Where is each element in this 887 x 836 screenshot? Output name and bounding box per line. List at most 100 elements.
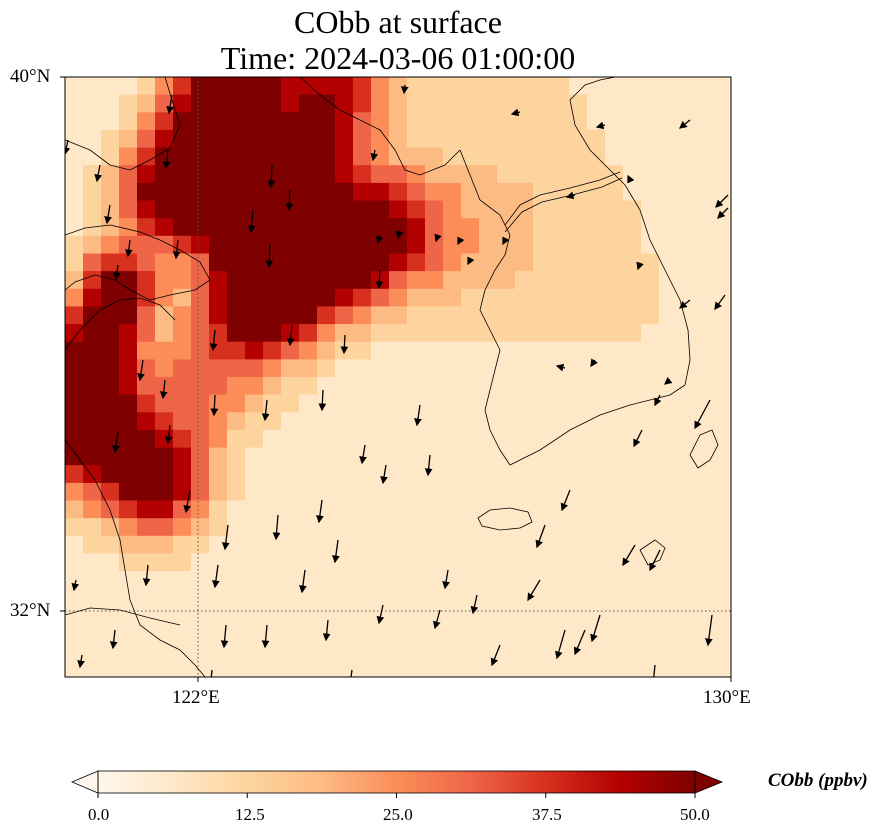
- field-cell: [605, 271, 624, 290]
- field-cell: [227, 518, 246, 537]
- field-cell: [137, 659, 156, 677]
- field-cell: [209, 624, 228, 643]
- field-cell: [371, 200, 390, 219]
- wind-arrow: [318, 389, 327, 412]
- field-cell: [263, 571, 282, 590]
- field-cell: [191, 641, 210, 660]
- field-cell: [587, 200, 606, 219]
- field-cell: [281, 200, 300, 219]
- field-cell: [641, 147, 660, 166]
- field-cell: [623, 624, 642, 643]
- field-cell: [713, 165, 731, 184]
- field-cell: [569, 200, 588, 219]
- field-cell: [155, 518, 174, 537]
- field-cell: [353, 94, 372, 113]
- field-cell: [389, 624, 408, 643]
- field-cell: [191, 465, 210, 484]
- field-cell: [515, 659, 534, 677]
- field-cell: [641, 253, 660, 272]
- field-cell: [443, 412, 462, 431]
- field-cell: [407, 147, 426, 166]
- field-cell: [299, 359, 318, 378]
- field-cell: [317, 482, 336, 502]
- field-cell: [353, 606, 372, 625]
- field-cell: [83, 359, 102, 378]
- field-cell: [245, 288, 264, 307]
- field-cell: [83, 147, 102, 166]
- lon-label-122: 122°E: [172, 687, 220, 708]
- field-cell: [191, 394, 210, 413]
- field-cell: [497, 129, 516, 149]
- field-cell: [155, 324, 174, 343]
- wind-arrow: [595, 121, 606, 130]
- field-cell: [263, 235, 282, 254]
- field-cell: [533, 94, 552, 113]
- field-cell: [65, 218, 84, 237]
- field-cell: [317, 394, 336, 413]
- field-cell: [497, 412, 516, 431]
- field-cell: [371, 394, 390, 413]
- field-cell: [425, 659, 444, 677]
- field-cell: [515, 641, 534, 660]
- field-cell: [389, 394, 408, 413]
- coastline-east-china: [65, 439, 206, 677]
- field-cell: [641, 624, 660, 643]
- field-cell: [677, 377, 696, 396]
- field-cell: [191, 377, 210, 396]
- field-cell: [299, 535, 318, 554]
- field-cell: [587, 271, 606, 290]
- field-cell: [335, 165, 354, 184]
- field-cell: [299, 394, 318, 413]
- field-cell: [623, 447, 642, 466]
- field-cell: [443, 129, 462, 149]
- field-cell: [317, 659, 336, 677]
- field-cell: [551, 288, 570, 307]
- field-cell: [479, 641, 498, 660]
- field-cell: [479, 77, 498, 96]
- wind-arrow: [573, 629, 586, 656]
- field-cell: [209, 129, 228, 149]
- field-cell: [641, 235, 660, 254]
- field-cell: [317, 412, 336, 431]
- field-cell: [641, 500, 660, 519]
- field-cell: [551, 606, 570, 625]
- field-cell: [623, 288, 642, 307]
- field-cell: [569, 482, 588, 502]
- field-cell: [191, 324, 210, 343]
- field-cell: [227, 465, 246, 484]
- field-cell: [641, 606, 660, 625]
- field-cell: [497, 588, 516, 607]
- field-cell: [227, 500, 246, 519]
- field-cell: [281, 129, 300, 149]
- field-cell: [677, 182, 696, 202]
- field-cell: [479, 253, 498, 272]
- field-cell: [227, 412, 246, 431]
- field-cell: [281, 659, 300, 677]
- field-cell: [479, 659, 498, 677]
- field-cell: [515, 341, 534, 360]
- field-cell: [371, 641, 390, 660]
- field-cell: [695, 235, 714, 254]
- field-cell: [299, 306, 318, 325]
- field-cell: [119, 394, 138, 413]
- field-cell: [695, 359, 714, 378]
- field-cell: [137, 500, 156, 519]
- field-cell: [425, 482, 444, 502]
- field-cell: [389, 306, 408, 325]
- field-cell: [173, 606, 192, 625]
- field-cell: [533, 606, 552, 625]
- field-cell: [65, 147, 84, 166]
- field-cell: [713, 394, 731, 413]
- field-cell: [551, 659, 570, 677]
- field-cell: [407, 553, 426, 572]
- field-cell: [695, 659, 714, 677]
- field-cell: [461, 200, 480, 219]
- field-cell: [677, 553, 696, 572]
- field-cell: [425, 641, 444, 660]
- field-cell: [569, 218, 588, 237]
- field-cell: [191, 200, 210, 219]
- field-cell: [677, 359, 696, 378]
- field-cell: [173, 588, 192, 607]
- field-cell: [407, 606, 426, 625]
- field-cell: [443, 306, 462, 325]
